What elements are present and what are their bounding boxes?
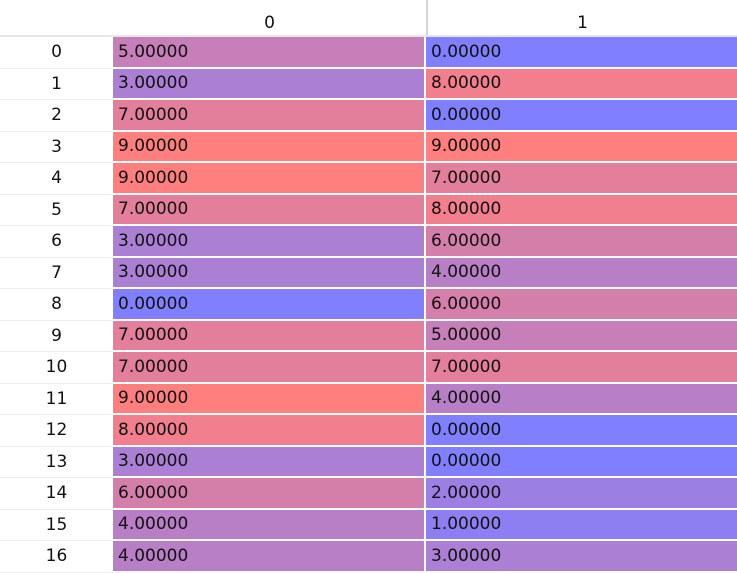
table-cell[interactable]: 4.00000 <box>113 509 426 541</box>
row-index: 8 <box>0 289 113 321</box>
table-row: 1 3.00000 8.00000 <box>0 68 737 100</box>
table-cell[interactable]: 5.00000 <box>113 37 426 69</box>
table-cell[interactable]: 9.00000 <box>426 131 737 163</box>
index-header <box>0 0 113 35</box>
table-cell[interactable]: 8.00000 <box>426 194 737 226</box>
table-cell[interactable]: 4.00000 <box>426 257 737 289</box>
table-row: 0 5.00000 0.00000 <box>0 37 737 69</box>
table-row: 7 3.00000 4.00000 <box>0 257 737 289</box>
table-row: 5 7.00000 8.00000 <box>0 194 737 226</box>
table-cell[interactable]: 3.00000 <box>113 446 426 478</box>
table-row: 12 8.00000 0.00000 <box>0 415 737 447</box>
table-cell[interactable]: 7.00000 <box>113 100 426 132</box>
row-index: 4 <box>0 163 113 195</box>
row-index: 2 <box>0 100 113 132</box>
table-cell[interactable]: 7.00000 <box>113 194 426 226</box>
row-index: 3 <box>0 132 113 163</box>
table-row: 14 6.00000 2.00000 <box>0 478 737 510</box>
row-index: 14 <box>0 478 113 510</box>
table-cell[interactable]: 0.00000 <box>426 37 737 69</box>
table-row: 3 9.00000 9.00000 <box>0 131 737 163</box>
row-index: 1 <box>0 69 113 100</box>
column-header-1[interactable]: 1 <box>426 0 737 35</box>
table-row: 16 4.00000 3.00000 <box>0 541 737 573</box>
table-cell[interactable]: 0.00000 <box>113 289 426 321</box>
table-row: 15 4.00000 1.00000 <box>0 509 737 541</box>
table-cell[interactable]: 7.00000 <box>426 163 737 195</box>
row-index: 6 <box>0 226 113 258</box>
column-header-0[interactable]: 0 <box>264 13 275 33</box>
table-cell[interactable]: 3.00000 <box>113 257 426 289</box>
table-cell[interactable]: 6.00000 <box>426 289 737 321</box>
table-cell[interactable]: 5.00000 <box>426 320 737 352</box>
table-cell[interactable]: 6.00000 <box>113 478 426 510</box>
table-row: 13 3.00000 0.00000 <box>0 446 737 478</box>
table-cell[interactable]: 8.00000 <box>426 68 737 100</box>
table-cell[interactable]: 1.00000 <box>426 509 737 541</box>
table-row: 2 7.00000 0.00000 <box>0 100 737 132</box>
table-row: 6 3.00000 6.00000 <box>0 226 737 258</box>
table-cell[interactable]: 0.00000 <box>426 100 737 132</box>
table-cell[interactable]: 9.00000 <box>113 163 426 195</box>
table-cell[interactable]: 7.00000 <box>113 320 426 352</box>
table-cell[interactable]: 2.00000 <box>426 478 737 510</box>
row-index: 0 <box>0 37 113 69</box>
row-index: 16 <box>0 541 113 573</box>
table-cell[interactable]: 9.00000 <box>113 131 426 163</box>
row-index: 7 <box>0 258 113 289</box>
table-cell[interactable]: 3.00000 <box>113 226 426 258</box>
table-cell[interactable]: 0.00000 <box>426 415 737 447</box>
row-index: 5 <box>0 195 113 226</box>
table-cell[interactable]: 6.00000 <box>426 226 737 258</box>
table-row: 9 7.00000 5.00000 <box>0 320 737 352</box>
table-cell[interactable]: 3.00000 <box>113 68 426 100</box>
row-index: 9 <box>0 321 113 352</box>
row-index: 12 <box>0 415 113 447</box>
table-row: 8 0.00000 6.00000 <box>0 289 737 321</box>
table-row: 10 7.00000 7.00000 <box>0 352 737 384</box>
table-cell[interactable]: 7.00000 <box>426 352 737 384</box>
table-cell[interactable]: 9.00000 <box>113 383 426 415</box>
table-cell[interactable]: 8.00000 <box>113 415 426 447</box>
table-row: 11 9.00000 4.00000 <box>0 383 737 415</box>
table-cell[interactable]: 4.00000 <box>426 383 737 415</box>
table-cell[interactable]: 4.00000 <box>113 541 426 573</box>
table-cell[interactable]: 0.00000 <box>426 446 737 478</box>
table-body: 0 5.00000 0.00000 1 3.00000 8.00000 2 7.00000 0.… <box>0 37 737 573</box>
row-index: 11 <box>0 384 113 415</box>
row-index: 15 <box>0 510 113 541</box>
row-index: 13 <box>0 447 113 478</box>
table-cell[interactable]: 3.00000 <box>426 541 737 573</box>
column-header-row: 0 1 <box>0 0 737 37</box>
row-index: 10 <box>0 352 113 384</box>
table-row: 4 9.00000 7.00000 <box>0 163 737 195</box>
table-cell[interactable]: 7.00000 <box>113 352 426 384</box>
